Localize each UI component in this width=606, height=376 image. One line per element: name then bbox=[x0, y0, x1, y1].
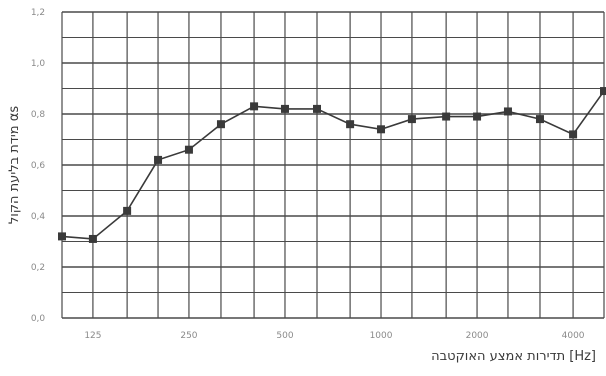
data-point-marker bbox=[88, 234, 97, 243]
y-tick-label: 1,2 bbox=[31, 8, 45, 18]
y-tick-label: 0,2 bbox=[31, 263, 45, 273]
x-tick-label: 250 bbox=[180, 331, 197, 341]
data-point-marker bbox=[123, 206, 132, 215]
x-tick-label: 4000 bbox=[562, 331, 585, 341]
data-point-marker bbox=[58, 232, 66, 241]
x-tick-labels: 125 250 500 1000 2000 4000 bbox=[84, 331, 584, 341]
data-point-marker bbox=[569, 130, 578, 139]
grid bbox=[61, 11, 605, 319]
x-axis-title: תדירות אמצע האוקטבה [Hz] bbox=[431, 349, 596, 364]
data-point-marker bbox=[600, 87, 606, 96]
y-tick-label: 1,0 bbox=[31, 59, 46, 69]
data-point-marker bbox=[407, 115, 416, 124]
x-tick-label: 125 bbox=[84, 331, 101, 341]
y-tick-label: 0,4 bbox=[31, 212, 46, 222]
data-point-marker bbox=[184, 145, 193, 154]
y-axis-title: מידת בליעת הקול αs bbox=[7, 106, 22, 224]
x-tick-label: 2000 bbox=[466, 331, 489, 341]
y-tick-labels: 0,0 0,2 0,4 0,6 0,8 1,0 1,2 bbox=[31, 8, 46, 324]
x-tick-label: 500 bbox=[276, 331, 293, 341]
data-point-marker bbox=[280, 104, 289, 113]
data-point-marker bbox=[313, 104, 322, 113]
data-point-marker bbox=[442, 112, 451, 121]
data-point-marker bbox=[377, 125, 386, 134]
y-tick-label: 0,0 bbox=[31, 314, 46, 324]
y-tick-label: 0,8 bbox=[31, 110, 46, 120]
data-point-marker bbox=[346, 120, 355, 129]
data-point-marker bbox=[503, 107, 512, 116]
data-point-marker bbox=[216, 120, 225, 129]
data-point-marker bbox=[535, 115, 544, 124]
x-tick-label: 1000 bbox=[370, 331, 393, 341]
data-point-marker bbox=[250, 102, 259, 111]
data-point-marker bbox=[154, 155, 163, 164]
y-tick-label: 0,6 bbox=[31, 161, 46, 171]
series-line-path bbox=[61, 90, 605, 240]
data-point-marker bbox=[473, 112, 482, 121]
series-line bbox=[58, 87, 606, 243]
